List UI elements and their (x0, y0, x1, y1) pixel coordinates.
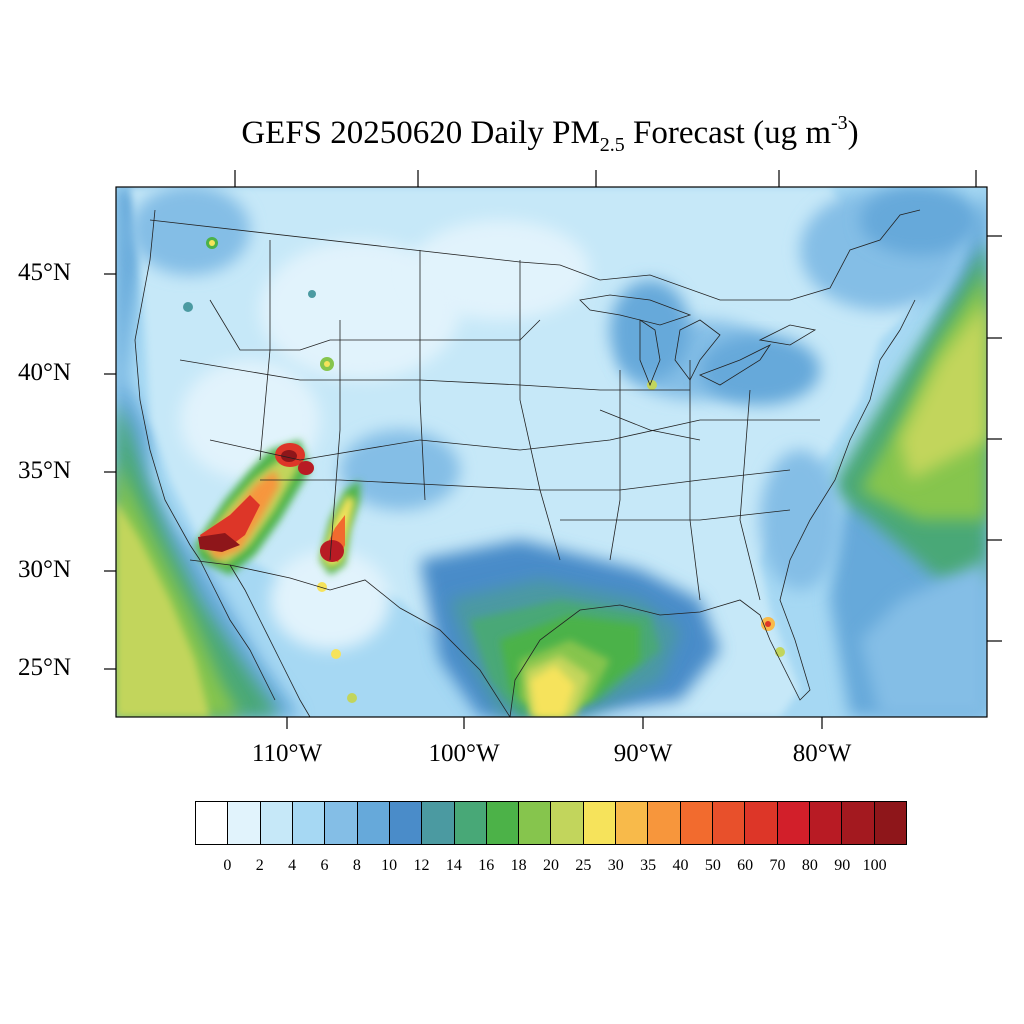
colorbar-tick-label: 16 (478, 857, 495, 874)
axis-ticks (104, 170, 1002, 729)
colorbar-swatch (422, 802, 455, 844)
lon-label: 110°W (251, 740, 323, 767)
colorbar-tick-label: 18 (510, 857, 527, 874)
lat-label: 40°N (18, 359, 72, 386)
colorbar-tick-label: 90 (834, 857, 851, 874)
colorbar (195, 801, 907, 845)
pm25-field (116, 187, 987, 717)
colorbar-tick-label: 25 (575, 857, 592, 874)
chart-title: GEFS 20250620 Daily PM2.5 Forecast (ug m… (0, 112, 1024, 157)
colorbar-swatch (292, 802, 326, 844)
colorbar-swatch (325, 802, 358, 844)
borders (134, 209, 921, 717)
colorbar-swatch (551, 802, 584, 844)
colorbar-tick-label: 8 (352, 857, 361, 874)
colorbar-tick-label: 100 (862, 857, 887, 874)
title-middle: Forecast (ug m (624, 115, 831, 151)
lat-label: 25°N (18, 654, 72, 681)
colorbar-swatch (777, 802, 810, 844)
colorbar-swatch (809, 802, 843, 844)
lon-label: 100°W (428, 740, 500, 767)
map-frame (115, 186, 988, 718)
colorbar-labels: 0 2 4 6 8 10 12 14 16 18 20 25 30 35 40 50 60 70 80 90 100 (195, 857, 907, 879)
colorbar-tick-label: 14 (445, 857, 462, 874)
colorbar-swatch (357, 802, 390, 844)
title-superscript: -3 (831, 112, 848, 134)
lat-label: 30°N (18, 556, 72, 583)
colorbar-tick-label: 60 (737, 857, 754, 874)
colorbar-tick-label: 30 (607, 857, 624, 874)
colorbar-tick-label: 6 (320, 857, 329, 874)
colorbar-swatch (648, 802, 681, 844)
colorbar-swatch (583, 802, 617, 844)
colorbar-tick-label: 12 (413, 857, 430, 874)
colorbar-tick-label: 10 (381, 857, 398, 874)
colorbar-tick-label: 70 (769, 857, 786, 874)
colorbar-swatch (713, 802, 746, 844)
colorbar-swatch (745, 802, 778, 844)
colorbar-swatch (874, 802, 906, 844)
colorbar-swatch (389, 802, 423, 844)
colorbar-tick-label: 4 (288, 857, 297, 874)
colorbar-tick-label: 40 (672, 857, 689, 874)
colorbar-swatch (196, 802, 229, 844)
colorbar-tick-label: 0 (223, 857, 232, 874)
colorbar-swatch (228, 802, 261, 844)
colorbar-tick-label: 50 (704, 857, 721, 874)
colorbar-swatch (486, 802, 520, 844)
title-end: ) (847, 115, 859, 151)
colorbar-swatch (519, 802, 552, 844)
colorbar-swatch (842, 802, 875, 844)
colorbar-tick-label: 2 (255, 857, 264, 874)
colorbar-swatch (616, 802, 649, 844)
lat-label: 45°N (18, 259, 72, 286)
lon-label: 80°W (792, 740, 852, 767)
lat-label: 35°N (18, 457, 72, 484)
colorbar-swatch (680, 802, 713, 844)
colorbar-swatch (260, 802, 293, 844)
colorbar-tick-label: 20 (543, 857, 559, 874)
title-subscript: 2.5 (599, 134, 625, 156)
colorbar-swatch (454, 802, 487, 844)
colorbar-tick-label: 35 (640, 857, 657, 874)
lon-label: 90°W (613, 740, 673, 767)
colorbar-tick-label: 80 (801, 857, 818, 874)
title-main: GEFS 20250620 Daily PM (241, 115, 600, 151)
